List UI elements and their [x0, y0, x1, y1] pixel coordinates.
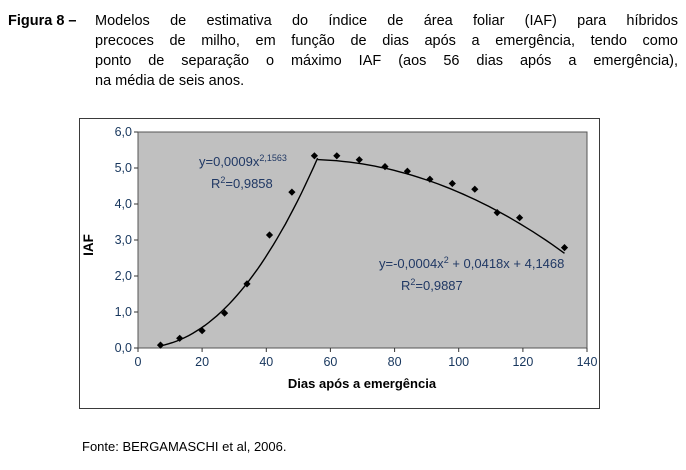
svg-text:R2=0,9887: R2=0,9887 [401, 277, 463, 293]
svg-text:3,0: 3,0 [115, 233, 132, 247]
svg-text:0: 0 [135, 355, 142, 369]
svg-text:40: 40 [259, 355, 273, 369]
svg-text:0,0: 0,0 [115, 341, 132, 355]
svg-text:R2=0,9858: R2=0,9858 [211, 175, 273, 191]
svg-text:20: 20 [195, 355, 209, 369]
svg-text:5,0: 5,0 [115, 161, 132, 175]
svg-text:140: 140 [577, 355, 598, 369]
svg-text:1,0: 1,0 [115, 305, 132, 319]
svg-text:60: 60 [323, 355, 337, 369]
svg-text:80: 80 [388, 355, 402, 369]
svg-text:IAF: IAF [81, 234, 96, 256]
svg-text:100: 100 [448, 355, 469, 369]
svg-text:Dias após a emergência: Dias após a emergência [288, 376, 437, 391]
svg-text:y=-0,0004x2 + 0,0418x + 4,1468: y=-0,0004x2 + 0,0418x + 4,1468 [379, 255, 564, 271]
svg-text:4,0: 4,0 [115, 197, 132, 211]
svg-text:120: 120 [512, 355, 533, 369]
svg-text:6,0: 6,0 [115, 125, 132, 139]
svg-text:2,0: 2,0 [115, 269, 132, 283]
